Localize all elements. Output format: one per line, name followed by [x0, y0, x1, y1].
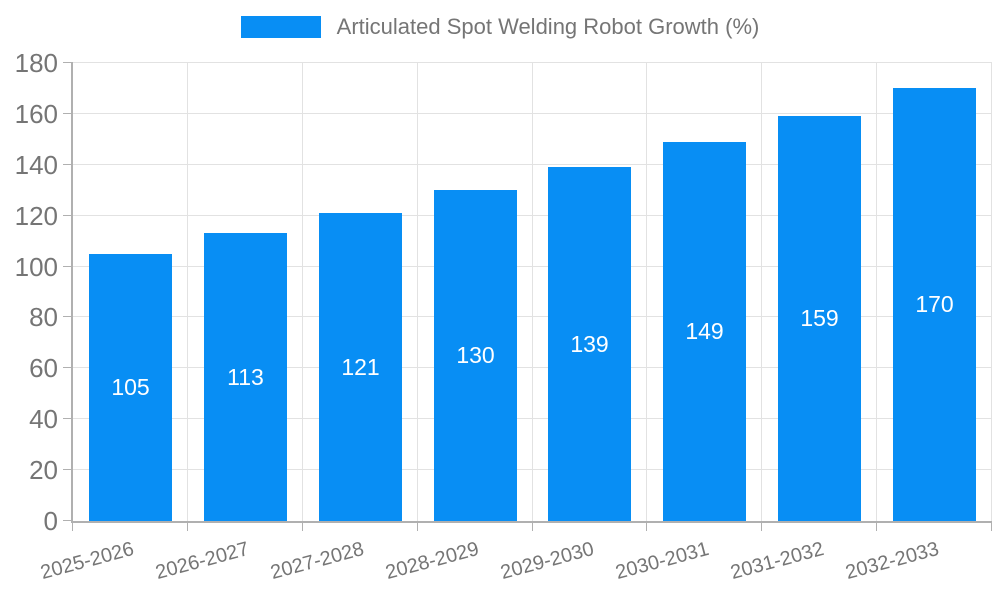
bar: 159 [778, 116, 861, 521]
y-axis-tick [63, 520, 73, 521]
bar-value-label: 170 [915, 291, 954, 317]
y-axis-tick [63, 62, 73, 63]
x-tick-label: 2029-2030 [498, 538, 597, 585]
y-tick-label: 180 [14, 48, 58, 78]
x-tick-label: 2031-2032 [728, 538, 827, 585]
x-axis-tick [646, 521, 647, 531]
x-axis-tick [72, 521, 73, 531]
x-axis-line [71, 521, 992, 523]
x-axis-tick [991, 521, 992, 531]
x-tick-label: 2027-2028 [268, 538, 367, 585]
y-axis-tick [63, 266, 73, 267]
x-tick-label: 2026-2027 [153, 538, 252, 585]
bar: 130 [434, 190, 517, 521]
legend-item[interactable]: Articulated Spot Welding Robot Growth (%… [0, 14, 1000, 40]
y-axis-line [71, 63, 73, 523]
bar-value-label: 159 [800, 305, 839, 331]
x-tick-label: 2028-2029 [383, 538, 482, 585]
x-gridline [187, 63, 188, 521]
x-axis-tick [417, 521, 418, 531]
x-gridline [646, 63, 647, 521]
y-gridline [73, 62, 992, 63]
x-tick-label: 2032-2033 [843, 538, 942, 585]
x-tick-label: 2030-2031 [613, 538, 712, 585]
bar: 105 [89, 254, 172, 521]
y-axis-tick [63, 367, 73, 368]
bar: 149 [663, 142, 746, 521]
y-tick-label: 100 [14, 252, 58, 282]
x-axis-tick [302, 521, 303, 531]
y-tick-label: 160 [14, 99, 58, 129]
bar: 139 [548, 167, 631, 521]
x-gridline [991, 63, 992, 521]
y-tick-label: 0 [43, 506, 58, 536]
y-axis-tick [63, 418, 73, 419]
x-tick-label: 2025-2026 [38, 538, 137, 585]
x-gridline [876, 63, 877, 521]
bar-value-label: 149 [685, 318, 724, 344]
y-axis-tick [63, 215, 73, 216]
x-gridline [532, 63, 533, 521]
bar: 121 [319, 213, 402, 521]
legend-swatch-icon [240, 16, 321, 38]
bar-value-label: 139 [570, 330, 609, 357]
y-axis-tick [63, 164, 73, 165]
x-axis-tick [187, 521, 188, 531]
y-tick-label: 140 [14, 150, 58, 180]
y-axis-tick [63, 113, 73, 114]
bar-value-label: 121 [341, 353, 380, 380]
y-tick-label: 120 [14, 201, 58, 231]
x-gridline [761, 63, 762, 521]
x-axis-tick [761, 521, 762, 531]
bar-value-label: 113 [227, 363, 264, 390]
x-gridline [302, 63, 303, 521]
bar: 113 [204, 233, 287, 521]
y-tick-label: 20 [29, 455, 58, 485]
legend-label: Articulated Spot Welding Robot Growth (%… [336, 14, 760, 39]
bar-value-label: 130 [456, 342, 495, 368]
y-tick-label: 60 [29, 353, 58, 383]
y-tick-label: 40 [29, 404, 58, 434]
y-axis-tick [63, 469, 73, 470]
x-axis-tick [532, 521, 533, 531]
x-gridline [417, 63, 418, 521]
y-tick-label: 80 [29, 302, 58, 332]
bar: 170 [893, 88, 976, 521]
x-axis-tick [876, 521, 877, 531]
bar-value-label: 105 [111, 374, 150, 400]
y-axis-tick [63, 316, 73, 317]
